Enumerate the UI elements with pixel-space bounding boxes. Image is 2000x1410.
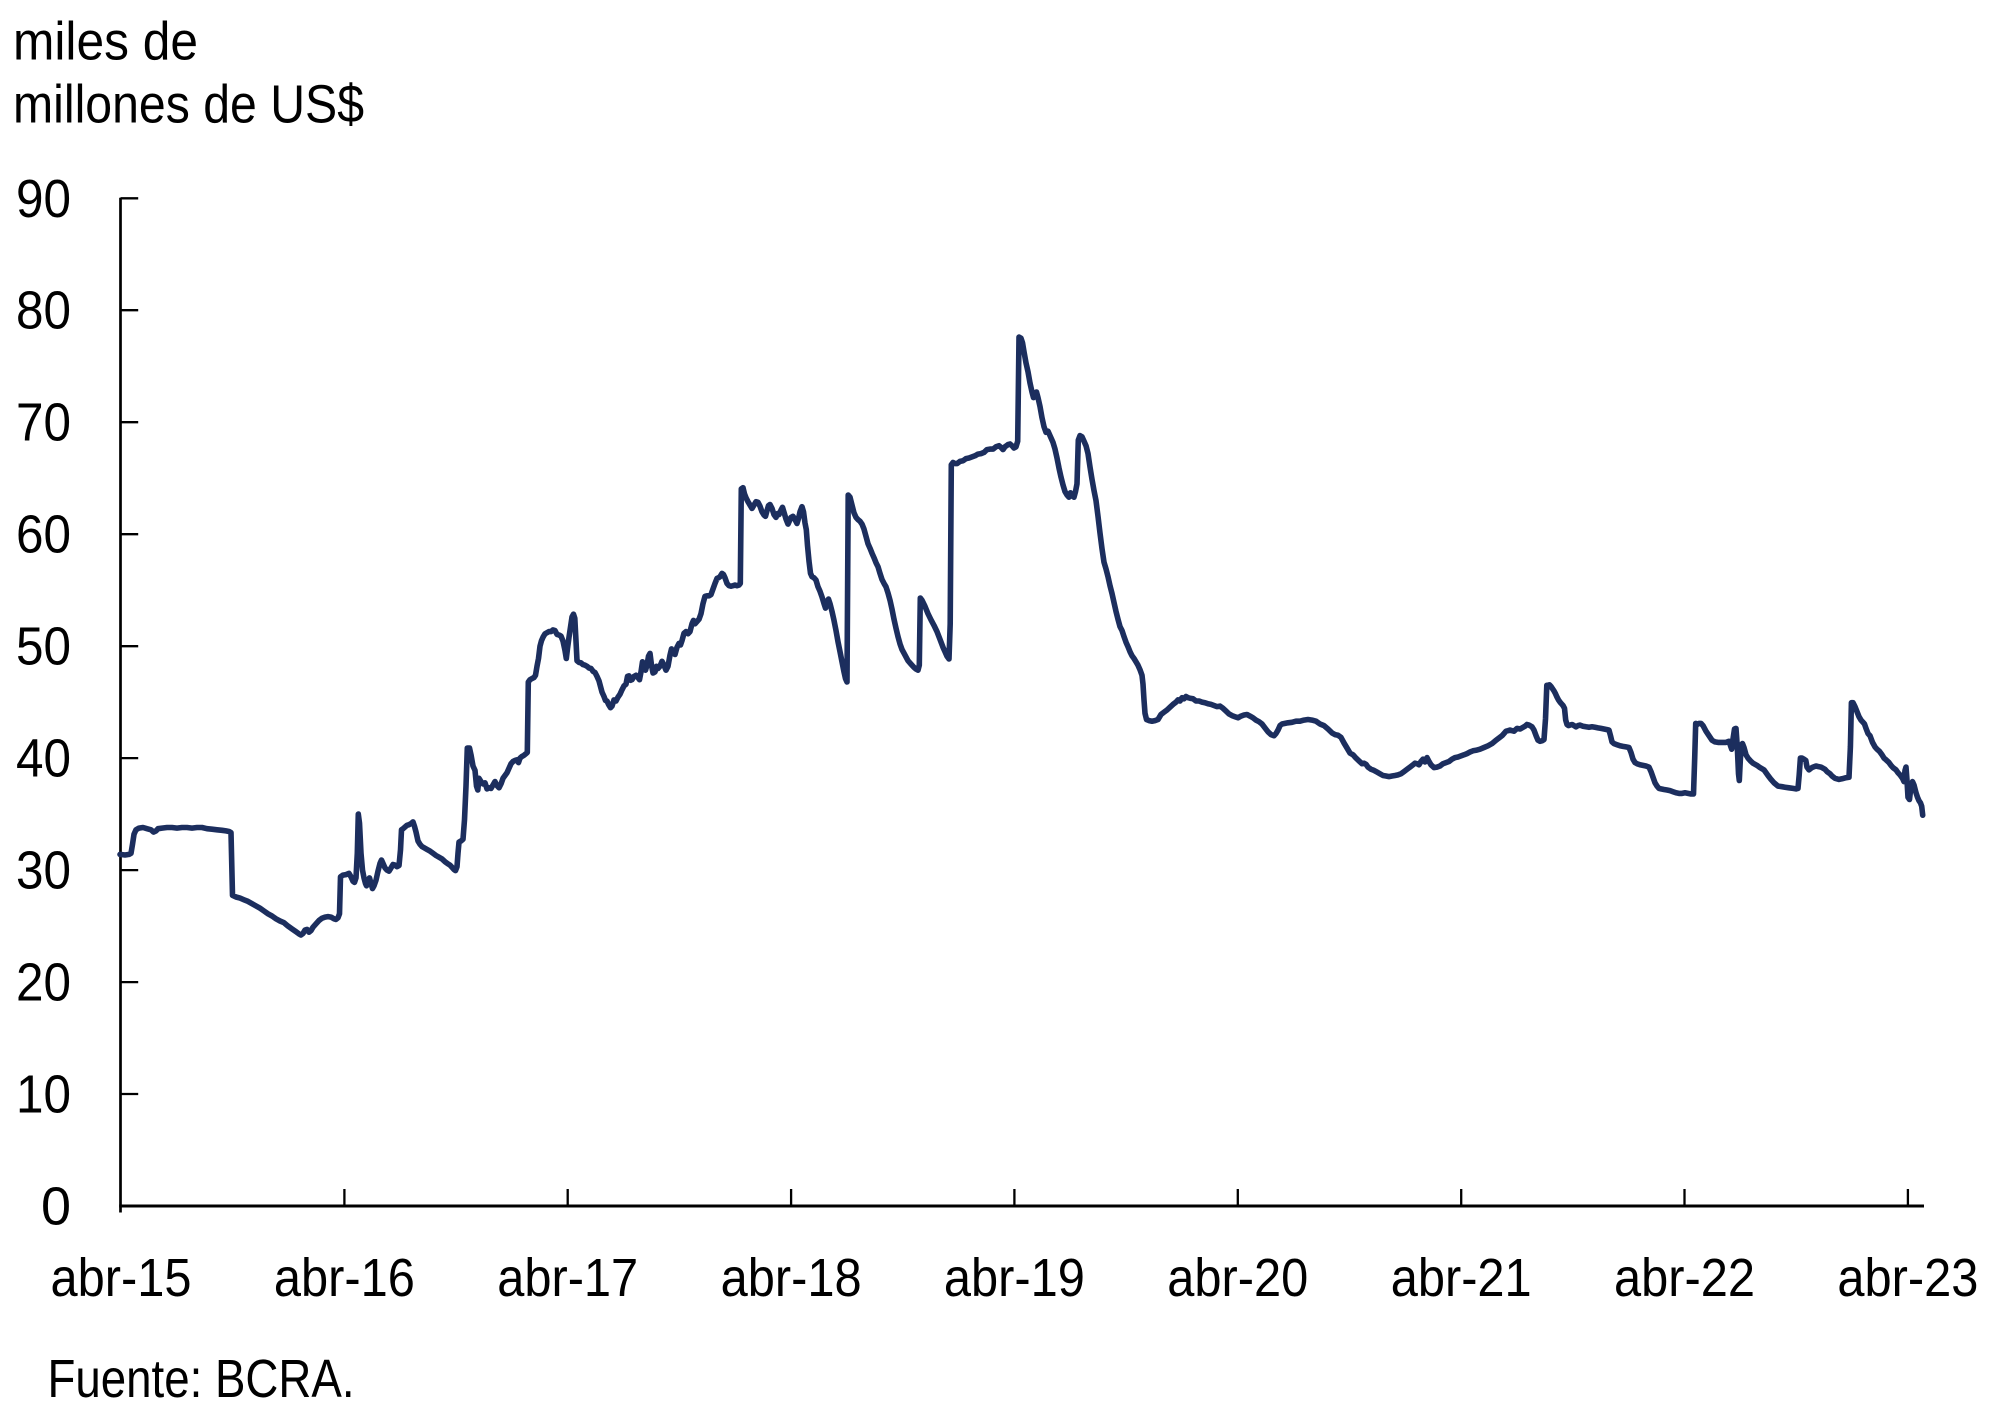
svg-text:10: 10 bbox=[16, 1065, 71, 1125]
svg-text:80: 80 bbox=[16, 281, 71, 341]
svg-text:abr-17: abr-17 bbox=[497, 1248, 638, 1308]
svg-text:abr-20: abr-20 bbox=[1167, 1248, 1308, 1308]
svg-text:abr-15: abr-15 bbox=[51, 1248, 192, 1308]
svg-text:abr-16: abr-16 bbox=[274, 1248, 415, 1308]
svg-text:90: 90 bbox=[16, 169, 71, 229]
svg-text:abr-22: abr-22 bbox=[1614, 1248, 1755, 1308]
svg-text:Fuente: BCRA.: Fuente: BCRA. bbox=[48, 1349, 355, 1409]
svg-text:abr-19: abr-19 bbox=[944, 1248, 1085, 1308]
svg-text:miles de: miles de bbox=[13, 12, 198, 72]
svg-text:30: 30 bbox=[16, 841, 71, 901]
svg-text:40: 40 bbox=[16, 729, 71, 789]
svg-text:millones de US$: millones de US$ bbox=[13, 75, 364, 135]
svg-text:60: 60 bbox=[16, 505, 71, 565]
svg-text:0: 0 bbox=[41, 1177, 71, 1237]
svg-text:70: 70 bbox=[16, 393, 71, 453]
svg-text:20: 20 bbox=[16, 953, 71, 1013]
svg-text:abr-18: abr-18 bbox=[721, 1248, 862, 1308]
svg-text:abr-23: abr-23 bbox=[1837, 1248, 1978, 1308]
svg-text:50: 50 bbox=[16, 617, 71, 677]
svg-text:abr-21: abr-21 bbox=[1391, 1248, 1532, 1308]
